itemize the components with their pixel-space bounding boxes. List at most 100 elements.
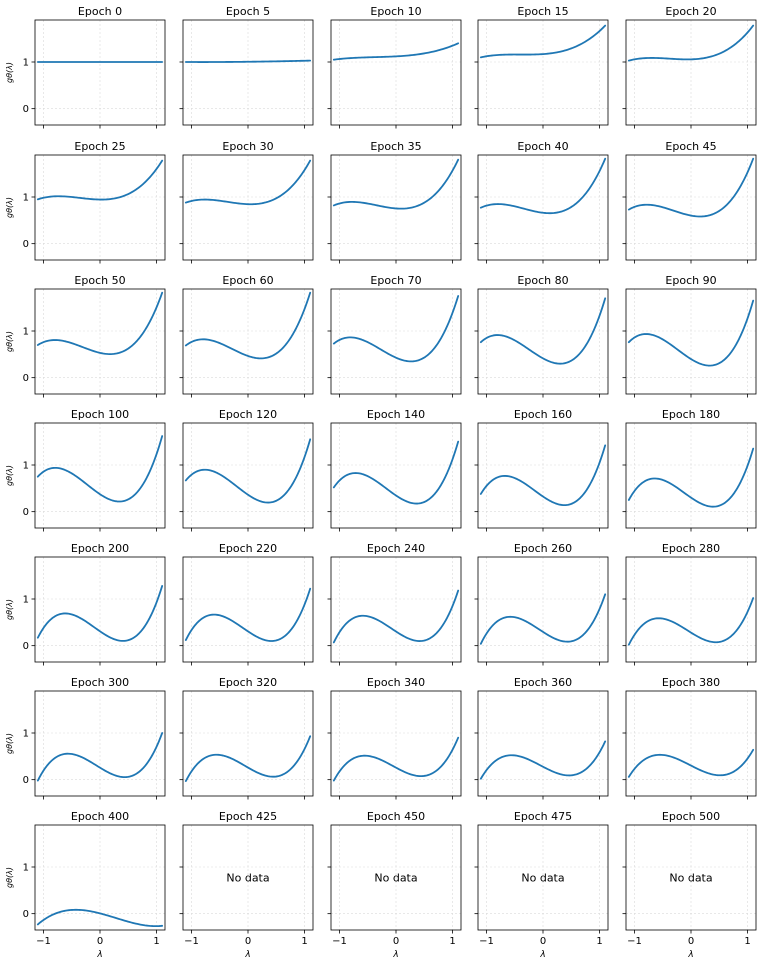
panel-title: Epoch 35 xyxy=(370,140,421,153)
series-line xyxy=(332,42,460,61)
no-data-label: No data xyxy=(226,872,269,885)
series-line xyxy=(36,585,164,642)
x-tick-label: 0 xyxy=(540,936,546,947)
no-data-label: No data xyxy=(669,872,712,885)
panel-title: Epoch 5 xyxy=(226,5,270,18)
x-tick-label: 0 xyxy=(97,936,103,947)
panel-32: Epoch 450 No data −1 0 1 λ xyxy=(327,810,462,960)
panel-15: Epoch 100 0 1 gθ(λ) xyxy=(5,408,166,532)
series-line xyxy=(36,291,164,355)
panel-3: Epoch 15 xyxy=(474,5,609,129)
x-tick-label: −1 xyxy=(184,936,199,947)
y-tick-label: 0 xyxy=(23,909,29,920)
y-tick-label: 0 xyxy=(23,507,29,518)
panel-10: Epoch 50 0 1 gθ(λ) xyxy=(5,274,166,398)
panel-title: Epoch 50 xyxy=(74,274,125,287)
panel-11: Epoch 60 xyxy=(179,274,314,398)
panel-25: Epoch 300 0 1 gθ(λ) xyxy=(5,676,166,800)
series-line xyxy=(627,24,755,62)
y-axis-label: gθ(λ) xyxy=(5,599,14,620)
panel-17: Epoch 140 xyxy=(327,408,462,532)
y-tick-label: 1 xyxy=(23,58,29,69)
series-line xyxy=(36,435,164,503)
x-tick-label: 1 xyxy=(153,936,159,947)
series-line xyxy=(332,295,460,363)
panel-27: Epoch 340 xyxy=(327,676,462,800)
x-tick-label: 1 xyxy=(301,936,307,947)
panel-title: Epoch 20 xyxy=(665,5,716,18)
panel-title: Epoch 25 xyxy=(74,140,125,153)
series-line xyxy=(184,159,312,206)
panel-18: Epoch 160 xyxy=(474,408,609,532)
panel-21: Epoch 220 xyxy=(179,542,314,666)
series-line xyxy=(627,299,755,367)
panel-title: Epoch 200 xyxy=(71,542,129,555)
y-axis-label: gθ(λ) xyxy=(5,197,14,218)
no-data-label: No data xyxy=(521,872,564,885)
panel-2: Epoch 10 xyxy=(327,5,462,129)
series-line xyxy=(479,297,607,365)
series-line xyxy=(332,440,460,505)
no-data-label: No data xyxy=(374,872,417,885)
series-line xyxy=(36,732,164,782)
panel-title: Epoch 400 xyxy=(71,810,129,823)
y-tick-label: 1 xyxy=(23,193,29,204)
series-line xyxy=(479,740,607,780)
x-tick-label: 1 xyxy=(596,936,602,947)
y-axis-label: gθ(λ) xyxy=(5,867,14,888)
panel-title: Epoch 160 xyxy=(514,408,572,421)
series-line xyxy=(479,444,607,507)
panel-title: Epoch 500 xyxy=(662,810,720,823)
panel-16: Epoch 120 xyxy=(179,408,314,532)
panel-title: Epoch 260 xyxy=(514,542,572,555)
panel-title: Epoch 0 xyxy=(78,5,122,18)
series-line xyxy=(184,291,312,360)
panel-28: Epoch 360 xyxy=(474,676,609,800)
x-tick-label: 0 xyxy=(688,936,694,947)
x-tick-label: −1 xyxy=(627,936,642,947)
panel-14: Epoch 90 xyxy=(622,274,757,398)
panel-5: Epoch 25 0 1 gθ(λ) xyxy=(5,140,166,264)
panel-title: Epoch 320 xyxy=(219,676,277,689)
panel-31: Epoch 425 No data −1 0 1 λ xyxy=(179,810,314,960)
panel-8: Epoch 40 xyxy=(474,140,609,264)
panel-1: Epoch 5 xyxy=(179,5,314,129)
y-axis-label: gθ(λ) xyxy=(5,733,14,754)
panel-24: Epoch 280 xyxy=(622,542,757,666)
panel-title: Epoch 80 xyxy=(517,274,568,287)
x-axis-label: λ xyxy=(244,950,250,960)
y-tick-label: 0 xyxy=(23,239,29,250)
panel-title: Epoch 340 xyxy=(367,676,425,689)
panel-34: Epoch 500 No data −1 0 1 λ xyxy=(622,810,757,960)
panel-title: Epoch 425 xyxy=(219,810,277,823)
panel-12: Epoch 70 xyxy=(327,274,462,398)
x-tick-label: 0 xyxy=(393,936,399,947)
panel-title: Epoch 60 xyxy=(222,274,273,287)
x-tick-label: −1 xyxy=(36,936,51,947)
series-line xyxy=(184,587,312,642)
y-tick-label: 0 xyxy=(23,373,29,384)
y-tick-label: 1 xyxy=(23,729,29,740)
panel-0: Epoch 0 0 1 gθ(λ) xyxy=(5,5,166,129)
series-line xyxy=(332,589,460,644)
series-line xyxy=(627,447,755,508)
series-line xyxy=(479,24,607,59)
panel-7: Epoch 35 xyxy=(327,140,462,264)
series-line xyxy=(36,908,164,928)
panel-title: Epoch 45 xyxy=(665,140,716,153)
x-axis-label: λ xyxy=(96,950,102,960)
panel-title: Epoch 360 xyxy=(514,676,572,689)
panel-title: Epoch 30 xyxy=(222,140,273,153)
panel-title: Epoch 90 xyxy=(665,274,716,287)
x-tick-label: −1 xyxy=(479,936,494,947)
panel-title: Epoch 120 xyxy=(219,408,277,421)
panel-13: Epoch 80 xyxy=(474,274,609,398)
panel-19: Epoch 180 xyxy=(622,408,757,532)
panel-26: Epoch 320 xyxy=(179,676,314,800)
panel-title: Epoch 450 xyxy=(367,810,425,823)
series-line xyxy=(627,157,755,218)
panel-6: Epoch 30 xyxy=(179,140,314,264)
series-line xyxy=(184,438,312,504)
panel-title: Epoch 140 xyxy=(367,408,425,421)
